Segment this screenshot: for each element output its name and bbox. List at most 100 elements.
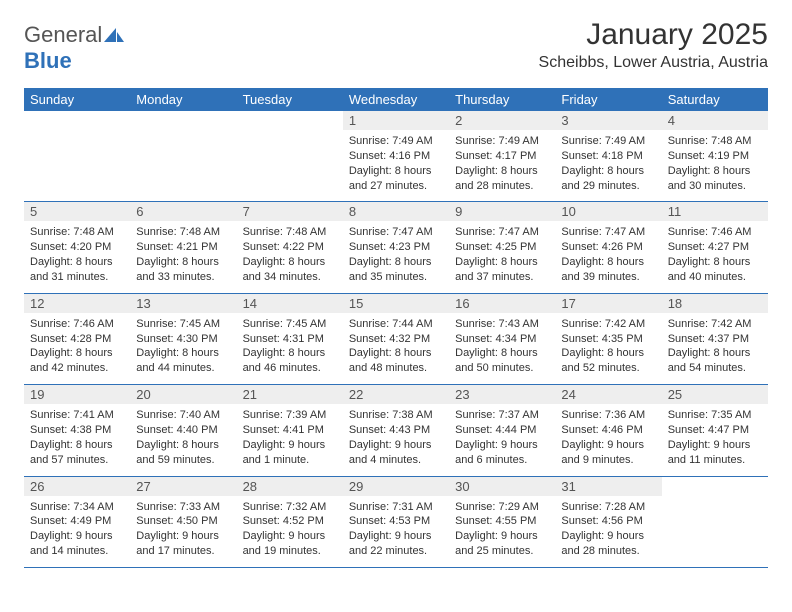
day-detail-cell: Sunrise: 7:45 AMSunset: 4:30 PMDaylight:… bbox=[130, 313, 236, 385]
sunrise-text: Sunrise: 7:38 AM bbox=[349, 408, 443, 423]
day-detail-cell bbox=[130, 130, 236, 202]
daylight-text: Daylight: 8 hours and 40 minutes. bbox=[668, 255, 762, 285]
sunset-text: Sunset: 4:30 PM bbox=[136, 332, 230, 347]
day-number-cell: 14 bbox=[237, 293, 343, 313]
day-number-cell bbox=[24, 111, 130, 130]
sunrise-text: Sunrise: 7:45 AM bbox=[243, 317, 337, 332]
day-header-row: Sunday Monday Tuesday Wednesday Thursday… bbox=[24, 88, 768, 111]
day-number-cell: 21 bbox=[237, 385, 343, 405]
daylight-text: Daylight: 9 hours and 14 minutes. bbox=[30, 529, 124, 559]
day-number-cell: 8 bbox=[343, 202, 449, 222]
daylight-text: Daylight: 9 hours and 25 minutes. bbox=[455, 529, 549, 559]
day-detail-cell: Sunrise: 7:32 AMSunset: 4:52 PMDaylight:… bbox=[237, 496, 343, 568]
day-number-cell: 7 bbox=[237, 202, 343, 222]
day-detail-cell: Sunrise: 7:48 AMSunset: 4:22 PMDaylight:… bbox=[237, 221, 343, 293]
daylight-text: Daylight: 8 hours and 44 minutes. bbox=[136, 346, 230, 376]
day-number-cell: 5 bbox=[24, 202, 130, 222]
day-detail-cell: Sunrise: 7:47 AMSunset: 4:23 PMDaylight:… bbox=[343, 221, 449, 293]
day-number-cell bbox=[662, 476, 768, 496]
day-number-cell: 30 bbox=[449, 476, 555, 496]
day-detail-cell: Sunrise: 7:48 AMSunset: 4:20 PMDaylight:… bbox=[24, 221, 130, 293]
title-block: January 2025 Scheibbs, Lower Austria, Au… bbox=[539, 18, 768, 72]
sunset-text: Sunset: 4:27 PM bbox=[668, 240, 762, 255]
daylight-text: Daylight: 9 hours and 19 minutes. bbox=[243, 529, 337, 559]
day-detail-cell: Sunrise: 7:38 AMSunset: 4:43 PMDaylight:… bbox=[343, 404, 449, 476]
sunrise-text: Sunrise: 7:32 AM bbox=[243, 500, 337, 515]
daylight-text: Daylight: 8 hours and 33 minutes. bbox=[136, 255, 230, 285]
sunset-text: Sunset: 4:17 PM bbox=[455, 149, 549, 164]
sunset-text: Sunset: 4:44 PM bbox=[455, 423, 549, 438]
day-number-cell: 6 bbox=[130, 202, 236, 222]
day-number-cell: 15 bbox=[343, 293, 449, 313]
daylight-text: Daylight: 8 hours and 39 minutes. bbox=[561, 255, 655, 285]
day-header: Monday bbox=[130, 88, 236, 111]
day-number-cell bbox=[237, 111, 343, 130]
sunrise-text: Sunrise: 7:29 AM bbox=[455, 500, 549, 515]
sunset-text: Sunset: 4:47 PM bbox=[668, 423, 762, 438]
day-detail-row: Sunrise: 7:48 AMSunset: 4:20 PMDaylight:… bbox=[24, 221, 768, 293]
day-number-cell: 27 bbox=[130, 476, 236, 496]
daylight-text: Daylight: 8 hours and 59 minutes. bbox=[136, 438, 230, 468]
sunset-text: Sunset: 4:19 PM bbox=[668, 149, 762, 164]
sunrise-text: Sunrise: 7:49 AM bbox=[349, 134, 443, 149]
sunset-text: Sunset: 4:16 PM bbox=[349, 149, 443, 164]
daylight-text: Daylight: 8 hours and 35 minutes. bbox=[349, 255, 443, 285]
sunrise-text: Sunrise: 7:42 AM bbox=[561, 317, 655, 332]
daylight-text: Daylight: 8 hours and 48 minutes. bbox=[349, 346, 443, 376]
day-number-cell: 16 bbox=[449, 293, 555, 313]
day-detail-cell: Sunrise: 7:31 AMSunset: 4:53 PMDaylight:… bbox=[343, 496, 449, 568]
sunset-text: Sunset: 4:32 PM bbox=[349, 332, 443, 347]
sunset-text: Sunset: 4:18 PM bbox=[561, 149, 655, 164]
sunrise-text: Sunrise: 7:40 AM bbox=[136, 408, 230, 423]
day-detail-cell: Sunrise: 7:48 AMSunset: 4:21 PMDaylight:… bbox=[130, 221, 236, 293]
daylight-text: Daylight: 8 hours and 42 minutes. bbox=[30, 346, 124, 376]
sunset-text: Sunset: 4:26 PM bbox=[561, 240, 655, 255]
day-number-cell: 31 bbox=[555, 476, 661, 496]
sunset-text: Sunset: 4:55 PM bbox=[455, 514, 549, 529]
day-detail-cell: Sunrise: 7:42 AMSunset: 4:37 PMDaylight:… bbox=[662, 313, 768, 385]
day-detail-cell: Sunrise: 7:45 AMSunset: 4:31 PMDaylight:… bbox=[237, 313, 343, 385]
sunrise-text: Sunrise: 7:47 AM bbox=[455, 225, 549, 240]
day-number-cell: 29 bbox=[343, 476, 449, 496]
daylight-text: Daylight: 8 hours and 54 minutes. bbox=[668, 346, 762, 376]
sunrise-text: Sunrise: 7:43 AM bbox=[455, 317, 549, 332]
sunrise-text: Sunrise: 7:49 AM bbox=[455, 134, 549, 149]
day-number-cell: 11 bbox=[662, 202, 768, 222]
day-number-cell: 22 bbox=[343, 385, 449, 405]
daylight-text: Daylight: 9 hours and 4 minutes. bbox=[349, 438, 443, 468]
day-detail-cell: Sunrise: 7:37 AMSunset: 4:44 PMDaylight:… bbox=[449, 404, 555, 476]
sunset-text: Sunset: 4:43 PM bbox=[349, 423, 443, 438]
daylight-text: Daylight: 8 hours and 29 minutes. bbox=[561, 164, 655, 194]
sunrise-text: Sunrise: 7:45 AM bbox=[136, 317, 230, 332]
sunrise-text: Sunrise: 7:35 AM bbox=[668, 408, 762, 423]
day-number-cell: 10 bbox=[555, 202, 661, 222]
month-title: January 2025 bbox=[539, 18, 768, 52]
sunset-text: Sunset: 4:35 PM bbox=[561, 332, 655, 347]
day-detail-cell: Sunrise: 7:49 AMSunset: 4:17 PMDaylight:… bbox=[449, 130, 555, 202]
sunrise-text: Sunrise: 7:48 AM bbox=[30, 225, 124, 240]
day-number-cell: 25 bbox=[662, 385, 768, 405]
day-header: Thursday bbox=[449, 88, 555, 111]
day-detail-cell: Sunrise: 7:46 AMSunset: 4:27 PMDaylight:… bbox=[662, 221, 768, 293]
day-detail-cell: Sunrise: 7:33 AMSunset: 4:50 PMDaylight:… bbox=[130, 496, 236, 568]
sunrise-text: Sunrise: 7:37 AM bbox=[455, 408, 549, 423]
sunrise-text: Sunrise: 7:46 AM bbox=[668, 225, 762, 240]
day-number-cell: 19 bbox=[24, 385, 130, 405]
day-number-cell: 12 bbox=[24, 293, 130, 313]
sunset-text: Sunset: 4:52 PM bbox=[243, 514, 337, 529]
day-detail-row: Sunrise: 7:41 AMSunset: 4:38 PMDaylight:… bbox=[24, 404, 768, 476]
daylight-text: Daylight: 8 hours and 50 minutes. bbox=[455, 346, 549, 376]
day-number-row: 12131415161718 bbox=[24, 293, 768, 313]
sunrise-text: Sunrise: 7:48 AM bbox=[243, 225, 337, 240]
day-header: Wednesday bbox=[343, 88, 449, 111]
day-number-row: 567891011 bbox=[24, 202, 768, 222]
day-number-cell: 4 bbox=[662, 111, 768, 130]
sunrise-text: Sunrise: 7:39 AM bbox=[243, 408, 337, 423]
sunrise-text: Sunrise: 7:46 AM bbox=[30, 317, 124, 332]
day-number-cell: 2 bbox=[449, 111, 555, 130]
sunset-text: Sunset: 4:20 PM bbox=[30, 240, 124, 255]
sunset-text: Sunset: 4:21 PM bbox=[136, 240, 230, 255]
day-number-cell: 20 bbox=[130, 385, 236, 405]
day-detail-row: Sunrise: 7:46 AMSunset: 4:28 PMDaylight:… bbox=[24, 313, 768, 385]
sunset-text: Sunset: 4:31 PM bbox=[243, 332, 337, 347]
